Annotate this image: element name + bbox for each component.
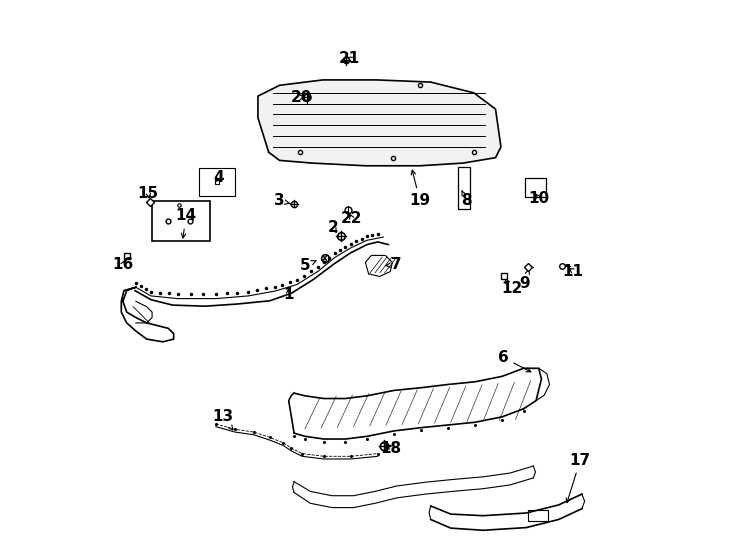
Text: 3: 3 — [275, 193, 291, 208]
Polygon shape — [258, 80, 501, 166]
Polygon shape — [366, 255, 393, 276]
Text: 6: 6 — [498, 350, 531, 372]
Text: 10: 10 — [528, 191, 549, 206]
Text: 4: 4 — [213, 170, 224, 185]
Bar — [152, 201, 211, 241]
Text: 8: 8 — [462, 191, 472, 208]
Text: 16: 16 — [112, 257, 134, 272]
Bar — [528, 510, 548, 521]
Text: 17: 17 — [566, 453, 591, 503]
Text: 21: 21 — [339, 51, 360, 66]
Text: 14: 14 — [175, 208, 197, 238]
Text: 22: 22 — [341, 211, 363, 226]
Text: 9: 9 — [520, 269, 530, 291]
Bar — [198, 168, 235, 196]
Text: 7: 7 — [385, 257, 402, 272]
Bar — [458, 167, 470, 209]
Text: 2: 2 — [328, 220, 339, 235]
Text: 1: 1 — [283, 287, 294, 302]
Text: 15: 15 — [138, 186, 159, 201]
Text: 13: 13 — [212, 409, 233, 430]
Text: 18: 18 — [381, 441, 401, 456]
Polygon shape — [121, 287, 174, 342]
Text: 19: 19 — [410, 170, 430, 208]
Text: 11: 11 — [563, 264, 584, 279]
Bar — [526, 178, 546, 197]
Text: 5: 5 — [299, 258, 316, 273]
Text: 12: 12 — [501, 279, 523, 296]
Text: 20: 20 — [291, 90, 312, 105]
